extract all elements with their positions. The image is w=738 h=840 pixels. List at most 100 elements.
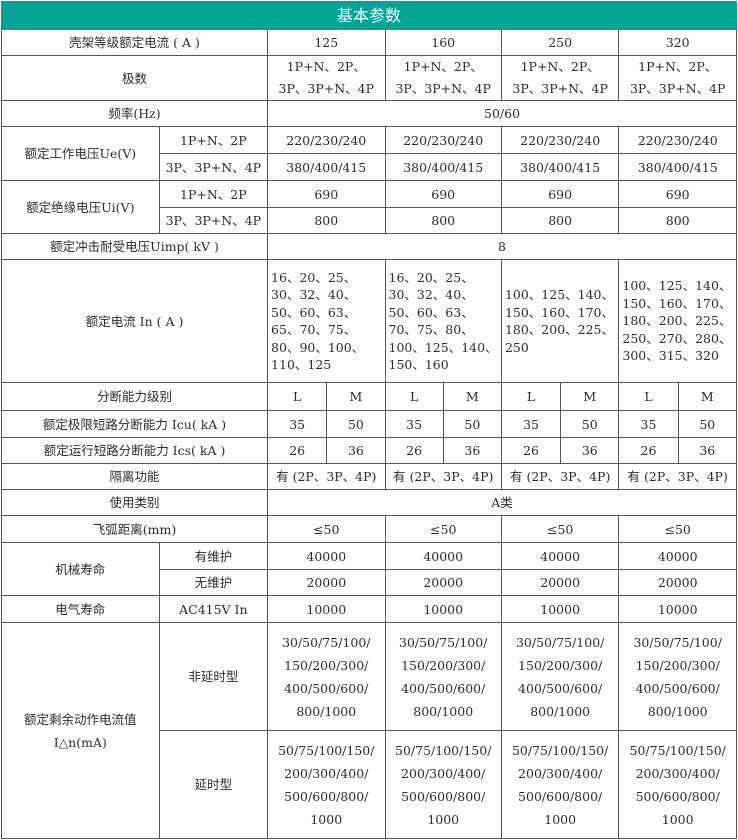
frame-125: 125 [267, 29, 386, 56]
iso-value: 有 (2P、3P、4P) [618, 463, 737, 490]
iso-value: 有 (2P、3P、4P) [500, 463, 620, 490]
iso-label: 隔离功能 [0, 463, 269, 490]
ui-value: 800 [500, 207, 620, 234]
elec-label: 电气寿命 [1, 595, 160, 623]
ue-value: 220/230/240 [500, 126, 620, 154]
level-m: M [677, 382, 738, 411]
icu-m: 50 [560, 410, 620, 438]
in-values-160: 16、20、25、 30、32、40、 50、60、63、 70、75、80、 … [384, 259, 502, 383]
level-l: L [384, 382, 444, 411]
break-label: 分断能力级别 [0, 382, 269, 411]
poles-value: 1P+N、2P、 3P、3P+N、4P [267, 55, 386, 101]
ics-l: 26 [384, 437, 444, 464]
cat-label: 使用类别 [0, 489, 269, 516]
in-label: 额定电流 In ( A ) [0, 259, 269, 383]
ics-m: 36 [442, 437, 502, 464]
frame-160: 160 [384, 29, 502, 56]
poles-value: 1P+N、2P、 3P、3P+N、4P [618, 55, 737, 101]
cat-value: A类 [267, 489, 737, 516]
rcd-delay-label: 延时型 [158, 730, 269, 839]
uimp-label: 额定冲击耐受电压Uimp( kV ) [0, 233, 269, 260]
arc-value: ≤50 [384, 515, 502, 543]
ics-m: 36 [326, 437, 386, 464]
ue-value: 220/230/240 [384, 126, 502, 154]
frame-250: 250 [500, 29, 620, 56]
ics-label: 额定运行短路分断能力 Ics( kA ) [0, 437, 269, 464]
ui-value: 800 [618, 207, 737, 234]
mech-nomaint-label: 无维护 [158, 569, 269, 596]
ue-value: 380/400/415 [267, 153, 386, 181]
in-values-250: 100、125、140、 150、160、170、 180、200、225、 2… [500, 259, 620, 383]
mech-nomaint-value: 20000 [500, 569, 620, 596]
icu-l: 35 [384, 410, 444, 438]
arc-value: ≤50 [267, 515, 386, 543]
ics-m: 36 [677, 437, 738, 464]
level-l: L [267, 382, 328, 411]
mech-nomaint-value: 20000 [384, 569, 502, 596]
elec-value: 10000 [267, 595, 386, 623]
poles-value: 1P+N、2P、 3P、3P+N、4P [384, 55, 502, 101]
poles-value: 1P+N、2P、 3P、3P+N、4P [500, 55, 620, 101]
rcd-inst-value: 30/50/75/100/ 150/200/300/ 400/500/600/ … [618, 622, 737, 731]
rcd-delay-value: 50/75/100/150/ 200/300/400/ 500/600/800/… [267, 730, 386, 839]
ue-sub-3p: 3P、3P+N、4P [158, 153, 269, 181]
ue-value: 220/230/240 [267, 126, 386, 154]
level-l: L [500, 382, 562, 411]
icu-m: 50 [442, 410, 502, 438]
ui-value: 690 [384, 180, 502, 208]
iso-value: 有 (2P、3P、4P) [267, 463, 386, 490]
mech-maint-value: 40000 [384, 542, 502, 570]
rcd-label: 额定剩余动作电流值 I△n(mA) [1, 622, 160, 839]
frame-320: 320 [618, 29, 737, 56]
iso-value: 有 (2P、3P、4P) [384, 463, 502, 490]
in-values-125: 16、20、25、 30、32、40、 50、60、63、 65、70、75、 … [267, 259, 386, 383]
rcd-inst-label: 非延时型 [158, 622, 269, 731]
rcd-delay-value: 50/75/100/150/ 200/300/400/ 500/600/800/… [618, 730, 737, 839]
ui-value: 800 [267, 207, 386, 234]
freq-value: 50/60 [267, 100, 737, 127]
in-values-320: 100、125、140、 150、160、170、 180、200、225、 2… [618, 259, 737, 383]
icu-m: 50 [677, 410, 738, 438]
ui-sub-3p: 3P、3P+N、4P [158, 207, 269, 234]
mech-maint-label: 有维护 [158, 542, 269, 570]
ui-label: 额定绝缘电压Ui(V) [1, 180, 160, 234]
ics-l: 26 [500, 437, 562, 464]
poles-label: 极数 [0, 55, 269, 101]
ue-value: 220/230/240 [618, 126, 737, 154]
ue-label: 额定工作电压Ue(V) [1, 126, 160, 181]
arc-value: ≤50 [618, 515, 737, 543]
ui-value: 690 [618, 180, 737, 208]
icu-m: 50 [326, 410, 386, 438]
level-m: M [326, 382, 386, 411]
elec-value: 10000 [384, 595, 502, 623]
ue-sub-1p: 1P+N、2P [158, 126, 269, 154]
mech-label: 机械寿命 [1, 542, 160, 596]
arc-value: ≤50 [500, 515, 620, 543]
table-title: 基本参数 [1, 1, 737, 30]
ue-value: 380/400/415 [618, 153, 737, 181]
icu-l: 35 [618, 410, 679, 438]
icu-l: 35 [267, 410, 328, 438]
icu-label: 额定极限短路分断能力 Icu( kA ) [0, 410, 269, 438]
rcd-inst-value: 30/50/75/100/ 150/200/300/ 400/500/600/ … [267, 622, 386, 731]
level-l: L [618, 382, 679, 411]
ui-value: 800 [384, 207, 502, 234]
rcd-delay-value: 50/75/100/150/ 200/300/400/ 500/600/800/… [384, 730, 502, 839]
elec-value: 10000 [500, 595, 620, 623]
ui-value: 690 [500, 180, 620, 208]
mech-maint-value: 40000 [618, 542, 737, 570]
rcd-delay-value: 50/75/100/150/ 200/300/400/ 500/600/800/… [500, 730, 620, 839]
mech-nomaint-value: 20000 [267, 569, 386, 596]
frame-label: 壳架等级额定电流 ( A ) [0, 29, 269, 56]
arc-label: 飞弧距离(mm) [0, 515, 269, 543]
ue-value: 380/400/415 [384, 153, 502, 181]
rcd-inst-value: 30/50/75/100/ 150/200/300/ 400/500/600/ … [500, 622, 620, 731]
uimp-value: 8 [267, 233, 737, 260]
mech-maint-value: 40000 [267, 542, 386, 570]
icu-l: 35 [500, 410, 562, 438]
ics-l: 26 [267, 437, 328, 464]
level-m: M [560, 382, 620, 411]
mech-nomaint-value: 20000 [618, 569, 737, 596]
ui-sub-1p: 1P+N、2P [158, 180, 269, 208]
